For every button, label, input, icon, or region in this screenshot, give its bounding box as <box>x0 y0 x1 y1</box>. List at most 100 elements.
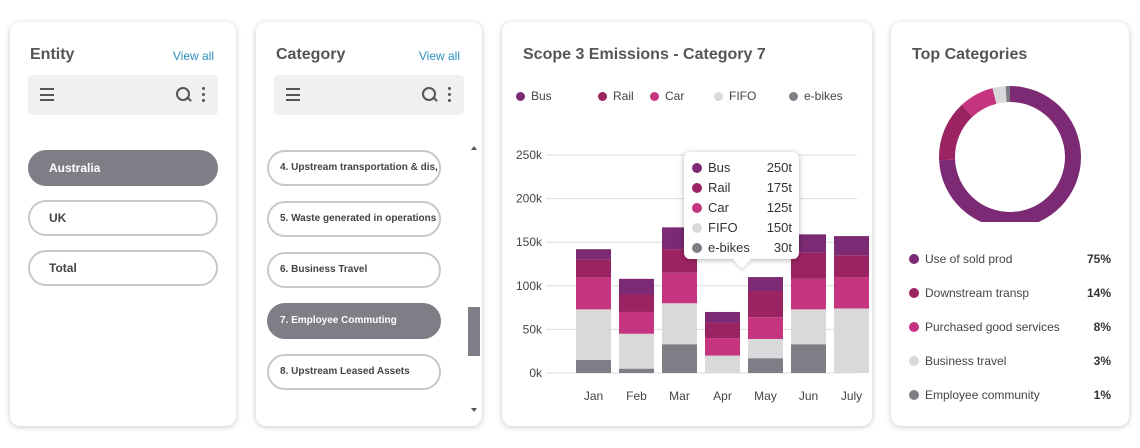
y-tick-label: 50k <box>523 322 543 336</box>
y-tick-label: 150k <box>516 235 543 249</box>
bar-segment <box>662 272 697 304</box>
search-icon[interactable] <box>176 87 192 103</box>
tooltip-row: FIFO 150t <box>692 220 792 236</box>
top-category-row: Business travel 3% <box>909 354 1111 370</box>
category-item[interactable]: 6. Business Travel <box>267 252 441 288</box>
entity-item[interactable]: UK <box>28 200 218 236</box>
top-categories-panel: Top Categories Use of sold prod 75% Downst… <box>891 22 1129 426</box>
tooltip-label: FIFO <box>708 220 738 235</box>
category-item[interactable]: 7. Employee Commuting <box>267 303 441 339</box>
chart-title: Scope 3 Emissions - Category 7 <box>523 46 766 63</box>
bar-segment <box>791 309 826 345</box>
donut-slice <box>961 88 997 117</box>
bar-segment <box>705 322 740 339</box>
bar-segment <box>834 255 869 278</box>
legend-item: Rail <box>598 89 634 103</box>
bar-segment <box>662 303 697 345</box>
donut-slice <box>939 104 973 161</box>
menu-icon[interactable] <box>286 88 300 101</box>
category-label: Purchased good services <box>925 320 1060 334</box>
legend-label: Rail <box>613 89 634 103</box>
bar-segment <box>662 344 697 373</box>
legend-dot-icon <box>598 92 607 101</box>
category-label: Downstream transp <box>925 286 1030 300</box>
bar-segment <box>576 309 611 360</box>
tooltip-dot-icon <box>692 183 702 193</box>
tooltip-value: 30t <box>773 240 792 255</box>
category-dot-icon <box>909 390 919 400</box>
bar-segment <box>576 277 611 310</box>
top-category-row: Purchased good services 8% <box>909 320 1111 336</box>
tooltip-value: 175t <box>766 180 792 195</box>
bar-segment <box>791 234 826 253</box>
tooltip-row: Car 125t <box>692 200 792 216</box>
bar-segment <box>834 236 869 256</box>
scroll-up-icon[interactable] <box>471 146 477 150</box>
bar-segment <box>748 338 783 359</box>
more-options-icon[interactable] <box>202 87 206 103</box>
entity-item[interactable]: Australia <box>28 150 218 186</box>
category-view-all-link[interactable]: View all <box>418 49 460 63</box>
x-tick-label: Apr <box>713 389 732 403</box>
tooltip-label: Car <box>708 200 729 215</box>
tooltip-dot-icon <box>692 243 702 253</box>
legend-dot-icon <box>516 92 525 101</box>
category-scrollbar[interactable] <box>468 144 480 416</box>
y-tick-label: 0k <box>529 366 543 380</box>
x-tick-label: Mar <box>669 389 690 403</box>
donut-slice <box>1005 86 1010 103</box>
bar-segment <box>576 249 611 260</box>
entity-title: Entity <box>30 46 75 63</box>
legend-dot-icon <box>789 92 798 101</box>
legend-dot-icon <box>650 92 659 101</box>
top-categories-title: Top Categories <box>912 46 1028 63</box>
entity-panel: Entity View all Australia UK Total <box>10 22 236 426</box>
tooltip-dot-icon <box>692 223 702 233</box>
bar-segment <box>748 358 783 373</box>
scope-chart-panel: 0k 50k 100k 150k 200k 250k Jan Feb Mar Apr May Jun J… <box>502 22 872 426</box>
tooltip-dot-icon <box>692 203 702 213</box>
x-tick-label: May <box>754 389 777 403</box>
x-tick-label: Jan <box>584 389 603 403</box>
donut-chart <box>939 86 1081 222</box>
bar-segment <box>834 308 869 373</box>
bar-segment <box>576 259 611 278</box>
bar-segment <box>619 278 654 295</box>
legend-item: Car <box>650 89 684 103</box>
category-item[interactable]: 8. Upstream Leased Assets <box>267 354 441 390</box>
bar-segment <box>619 294 654 312</box>
bar-segment <box>705 311 740 323</box>
legend-dot-icon <box>714 92 723 101</box>
category-dot-icon <box>909 288 919 298</box>
search-icon[interactable] <box>422 87 438 103</box>
legend-label: FIFO <box>729 89 757 103</box>
bar-segment <box>619 311 654 334</box>
tooltip-row: e-bikes 30t <box>692 240 792 256</box>
more-options-icon[interactable] <box>448 87 452 103</box>
scroll-thumb[interactable] <box>468 307 480 356</box>
category-toolbar <box>274 75 464 115</box>
top-category-row: Use of sold prod 75% <box>909 252 1111 268</box>
category-item[interactable]: 5. Waste generated in operations <box>267 201 441 237</box>
scroll-down-icon[interactable] <box>471 408 477 412</box>
tooltip-dot-icon <box>692 163 702 173</box>
category-label: Business travel <box>925 354 1007 368</box>
legend-item: Bus <box>516 89 552 103</box>
category-percent: 14% <box>1086 286 1111 300</box>
legend-label: e-bikes <box>804 89 843 103</box>
bar-segment <box>748 277 783 292</box>
legend-item: FIFO <box>714 89 756 103</box>
category-percent: 1% <box>1093 388 1111 402</box>
category-dot-icon <box>909 254 919 264</box>
bar-segment <box>705 355 740 373</box>
category-item[interactable]: 4. Upstream transportation & dis, <box>267 150 441 186</box>
bar-segment <box>834 277 869 309</box>
menu-icon[interactable] <box>40 88 54 101</box>
entity-view-all-link[interactable]: View all <box>172 49 214 63</box>
tooltip-label: Rail <box>708 180 731 195</box>
entity-item[interactable]: Total <box>28 250 218 286</box>
y-tick-label: 250k <box>516 148 543 162</box>
stacked-bar-chart: 0k 50k 100k 150k 200k 250k Jan Feb Mar Apr May Jun J… <box>516 148 869 403</box>
category-label: Employee community <box>925 388 1040 402</box>
bar-segment <box>748 291 783 318</box>
